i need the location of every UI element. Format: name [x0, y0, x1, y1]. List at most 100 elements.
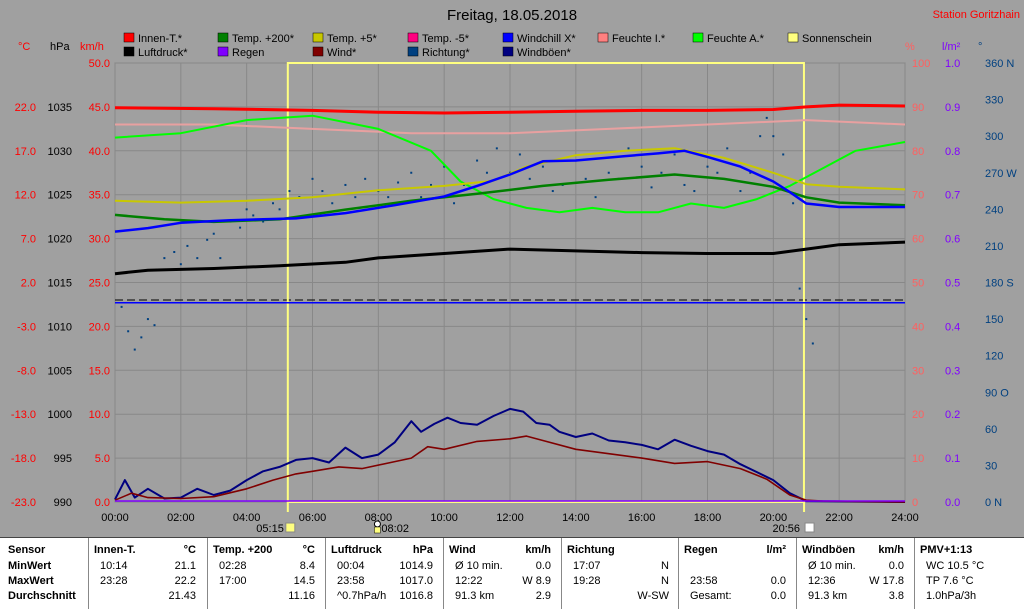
tick-label-wind: 5.0 — [95, 453, 110, 465]
tick-label-humidity: 20 — [912, 409, 924, 421]
direction-point — [772, 135, 775, 138]
direction-point — [239, 226, 242, 229]
direction-point — [811, 342, 814, 345]
stats-column: Innen-T. °C 10:14 23:28 21.1 22.2 21.43 — [94, 538, 202, 609]
sunrise-label: 05:15 — [256, 523, 284, 535]
stats-time: WC 10.5 °C — [926, 560, 985, 572]
tick-label-humidity: 70 — [912, 190, 924, 202]
stats-value: 11.16 — [288, 590, 315, 602]
tick-label-time: 22:00 — [825, 512, 853, 524]
series-line-luftdruck — [114, 240, 906, 276]
tick-label-time: 20:00 — [760, 512, 788, 524]
direction-point — [163, 257, 166, 260]
tick-label-temp: 12.0 — [15, 190, 36, 202]
legend: Innen-T.* Temp. +200* Temp. +5* Temp. -5* Wi… — [123, 32, 872, 59]
tick-label-rain: 0.1 — [945, 453, 960, 465]
time-markers: 05:15 20:56 08:02 — [256, 502, 815, 535]
stats-value: 0.0 — [888, 560, 904, 572]
tick-label-rain: 0.4 — [945, 321, 960, 333]
stats-time: Ø 10 min. — [808, 560, 856, 572]
tick-label-pressure: 1005 — [48, 365, 72, 377]
stats-separator — [88, 538, 89, 609]
tick-label-direction: 90 O — [985, 387, 1009, 399]
stats-header: Regen — [684, 544, 718, 556]
tick-label-direction: 0 N — [985, 497, 1002, 509]
direction-point — [245, 208, 248, 211]
tick-label-direction: 120 — [985, 351, 1003, 363]
tick-label-time: 00:00 — [101, 512, 129, 524]
legend-swatch — [502, 32, 514, 43]
tick-label-time: 04:00 — [233, 512, 261, 524]
tick-label-temp: -18.0 — [11, 453, 36, 465]
tick-label-rain: 0.2 — [945, 409, 960, 421]
tick-label-rain: 0.9 — [945, 102, 960, 114]
direction-point — [594, 196, 597, 199]
tick-label-wind: 35.0 — [89, 190, 110, 202]
tick-label-wind: 30.0 — [89, 234, 110, 246]
stats-time: 23:58 — [337, 575, 365, 587]
tick-label-pressure: 1010 — [48, 321, 72, 333]
stats-value: 1016.8 — [399, 590, 433, 602]
tick-label-direction: 330 — [985, 95, 1003, 107]
stats-row-label: MinWert — [8, 560, 52, 572]
direction-point — [726, 147, 729, 150]
direction-point — [146, 318, 149, 321]
direction-point — [153, 324, 156, 327]
stats-column: PMV+1:13 WC 10.5 °C TP 7.6 °C 1.0hPa/3h — [920, 538, 1020, 609]
stats-value: N — [661, 575, 669, 587]
direction-point — [693, 190, 696, 193]
direction-point — [716, 171, 719, 174]
stats-unit: km/h — [525, 544, 551, 556]
unit-wind: km/h — [80, 41, 104, 53]
stats-time: TP 7.6 °C — [926, 575, 974, 587]
stats-separator — [207, 538, 208, 609]
tick-label-direction: 360 N — [985, 58, 1014, 70]
stats-column: Sensor MinWert MaxWert Durchschnitt — [8, 538, 88, 609]
legend-label: Windböen* — [517, 47, 572, 59]
direction-point — [518, 153, 521, 156]
direction-point — [219, 257, 222, 260]
direction-point — [278, 208, 281, 211]
unit-humidity: % — [905, 41, 915, 53]
tick-label-time: 16:00 — [628, 512, 656, 524]
series-line-windchill-x — [114, 149, 905, 233]
axis-unit-labels: °C hPa km/h% l/m² ° — [18, 41, 982, 53]
legend-label: Wind* — [327, 47, 357, 59]
direction-point — [759, 135, 762, 138]
tick-label-temp: 7.0 — [21, 234, 36, 246]
gust-line — [114, 407, 906, 503]
stats-value: 1017.0 — [399, 575, 433, 587]
direction-point — [420, 196, 423, 199]
stats-time: 12:36 — [808, 575, 836, 587]
stats-unit: l/m² — [766, 544, 786, 556]
tick-label-rain: 0.8 — [945, 146, 960, 158]
direction-point — [397, 181, 400, 184]
unit-temp: °C — [18, 41, 30, 53]
tick-label-direction: 60 — [985, 424, 997, 436]
stats-time: 19:28 — [573, 575, 601, 587]
tick-label-temp: 22.0 — [15, 102, 36, 114]
direction-point — [495, 147, 498, 150]
stats-time: 23:58 — [690, 575, 718, 587]
tick-label-rain: 0.6 — [945, 234, 960, 246]
direction-point — [120, 305, 123, 308]
direction-point — [127, 330, 130, 333]
tick-label-humidity: 30 — [912, 365, 924, 377]
stats-time: 17:07 — [573, 560, 601, 572]
tick-label-wind: 50.0 — [89, 58, 110, 70]
stats-unit: °C — [183, 544, 196, 556]
marker-time-label: 08:02 — [381, 523, 409, 535]
legend-label: Temp. -5* — [422, 33, 470, 45]
tick-label-temp: 2.0 — [21, 278, 36, 290]
direction-point — [354, 196, 357, 199]
stats-time: ^0.7hPa/h — [337, 590, 387, 602]
stats-header: Wind — [449, 544, 476, 556]
tick-label-pressure: 995 — [54, 453, 72, 465]
tick-label-temp: 17.0 — [15, 146, 36, 158]
stats-time: 12:22 — [455, 575, 483, 587]
legend-label: Feuchte I.* — [612, 33, 666, 45]
legend-label: Windchill X* — [517, 33, 576, 45]
tick-label-wind: 40.0 — [89, 146, 110, 158]
stats-value: 14.5 — [293, 575, 315, 587]
stats-separator — [325, 538, 326, 609]
